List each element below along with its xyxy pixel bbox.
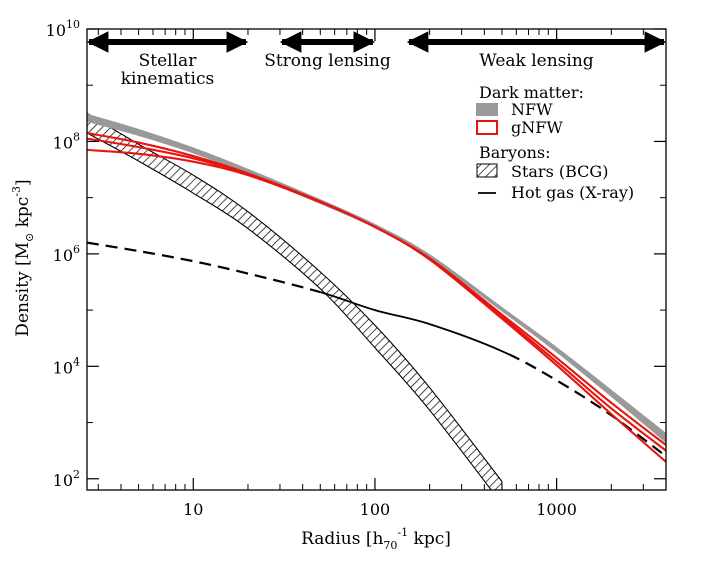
legend: Dark matter: NFW gNFW Baryons: Stars (BC… xyxy=(476,83,634,202)
region-label-strong-lensing: Strong lensing xyxy=(264,51,391,71)
plot-frame xyxy=(86,28,667,491)
y-tick-base: 10 xyxy=(53,133,73,152)
hot-gas-line-solid xyxy=(320,291,510,356)
legend-gas-label: Hot gas (X-ray) xyxy=(511,183,634,202)
y-tick-exponent: 8 xyxy=(73,130,80,143)
x-axis-label: Radius [h70-1 kpc] xyxy=(301,526,451,552)
x-tick-label: 10 xyxy=(183,500,203,519)
hot-gas-line-dashed-inner xyxy=(87,241,321,294)
y-tick-label: 1010 xyxy=(46,18,80,40)
y-tick-exponent: 10 xyxy=(66,18,80,31)
legend-gnfw-swatch xyxy=(476,120,498,135)
y-tick-exponent: 6 xyxy=(73,243,80,256)
legend-gnfw-label: gNFW xyxy=(511,118,563,137)
y-tick-exponent: 4 xyxy=(73,355,80,368)
y-tick-base: 10 xyxy=(53,358,73,377)
x-tick-label: 100 xyxy=(360,500,391,519)
y-tick-label: 104 xyxy=(53,355,80,377)
y-tick-label: 108 xyxy=(53,130,80,152)
region-label-stellar-kinematics: Stellar xyxy=(139,51,198,71)
legend-dark-matter-heading: Dark matter: xyxy=(479,83,584,102)
hot-gas-line-dashed-outer xyxy=(509,353,666,458)
y-tick-base: 10 xyxy=(53,246,73,265)
y-tick-base: 10 xyxy=(46,21,66,40)
y-tick-exponent: 2 xyxy=(73,468,80,481)
y-axis-label: Density [M⊙ kpc-3] xyxy=(10,179,36,336)
gnfw-line-3 xyxy=(87,148,666,463)
legend-nfw-swatch xyxy=(476,103,498,116)
stars-bcg-band xyxy=(87,112,503,490)
legend-stars-label: Stars (BCG) xyxy=(511,162,608,181)
series-layer xyxy=(87,112,666,490)
x-tick-label: 1000 xyxy=(536,500,577,519)
region-label-weak-lensing: Weak lensing xyxy=(479,51,594,71)
y-tick-label: 106 xyxy=(53,243,80,265)
y-tick-base: 10 xyxy=(53,471,73,490)
legend-baryons-heading: Baryons: xyxy=(479,143,551,162)
legend-stars-swatch xyxy=(476,163,498,178)
region-label-stellar-kinematics: kinematics xyxy=(121,69,215,89)
y-tick-label: 102 xyxy=(53,468,80,490)
legend-nfw-label: NFW xyxy=(511,100,553,119)
